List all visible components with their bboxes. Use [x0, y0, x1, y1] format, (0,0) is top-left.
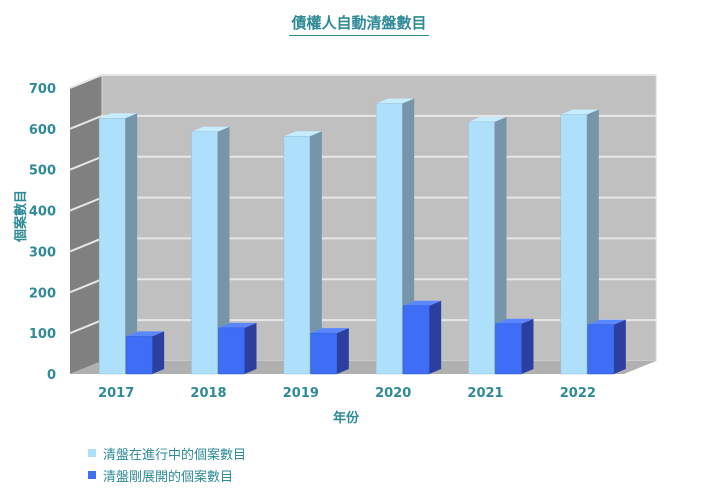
bar-side	[586, 109, 599, 375]
bar-front	[191, 131, 218, 375]
bar-front	[495, 323, 522, 375]
x-tick-label: 2018	[190, 386, 226, 401]
y-tick-label: 300	[29, 245, 56, 260]
y-tick-label: 700	[29, 82, 56, 97]
legend-label-ongoing: 清盤在進行中的個案數目	[103, 447, 247, 463]
y-tick-label: 400	[29, 205, 56, 220]
x-tick-label: 2021	[467, 386, 503, 401]
bar-front	[125, 336, 153, 375]
bar-side	[336, 328, 349, 374]
bar-side	[494, 116, 507, 374]
chart-title: 債權人自動清盤數目	[0, 12, 718, 36]
bar-top	[310, 328, 349, 334]
y-tick-label: 100	[29, 327, 56, 342]
bar-front	[560, 114, 588, 375]
legend-item-ongoing: 清盤在進行中的個案數目	[88, 442, 246, 464]
bar-top	[587, 319, 626, 325]
plot-left-wall	[70, 75, 102, 374]
bar-1	[587, 319, 626, 375]
y-tick-label: 500	[29, 164, 56, 179]
bar-1	[402, 300, 442, 375]
bar-top	[376, 98, 415, 104]
bar-side	[429, 300, 442, 374]
bar-side	[521, 318, 534, 374]
bar-front	[283, 135, 311, 375]
bar-top	[495, 318, 534, 324]
legend-label-new: 清盤剛展開的個案數目	[103, 469, 234, 485]
bar-front	[98, 117, 126, 375]
bar-top	[191, 126, 230, 132]
bar-top	[218, 322, 257, 328]
bar-0	[191, 126, 230, 375]
bar-front	[218, 327, 245, 375]
y-tick-label: 600	[29, 123, 56, 138]
bar-top	[403, 300, 442, 306]
bar-1	[495, 318, 534, 375]
bar-top	[468, 116, 507, 122]
bar-front	[310, 332, 338, 375]
legend-swatch-ongoing	[88, 449, 96, 457]
bar-front	[402, 305, 430, 375]
bar-0	[560, 109, 599, 375]
gridline	[69, 114, 656, 130]
bar-front	[468, 121, 495, 375]
legend: 清盤在進行中的個案數目 清盤剛展開的個案數目	[88, 442, 246, 486]
legend-item-new: 清盤剛展開的個案數目	[88, 464, 246, 486]
bar-1	[125, 331, 165, 375]
bar-side	[152, 331, 165, 374]
bar-side	[125, 113, 138, 374]
x-tick-label: 2017	[98, 386, 134, 401]
x-tick-label: 2022	[560, 386, 596, 401]
bar-1	[310, 328, 349, 375]
bar-top	[99, 113, 138, 119]
bar-top	[126, 331, 165, 337]
bar-front	[587, 324, 615, 375]
y-axis-label: 個案數目	[13, 190, 29, 243]
gridline	[69, 74, 656, 89]
bar-0	[283, 131, 322, 375]
bar-1	[218, 322, 257, 375]
bar-top	[283, 131, 322, 137]
chart-title-text: 債權人自動清盤數目	[289, 14, 429, 36]
bar-0	[98, 113, 138, 375]
bar-side	[613, 319, 626, 374]
bar-0	[468, 116, 507, 375]
legend-swatch-new	[88, 471, 96, 479]
x-tick-label: 2020	[375, 386, 411, 401]
y-tick-label: 200	[29, 286, 56, 301]
bar-front	[375, 103, 403, 375]
bar-side	[217, 126, 230, 375]
bar-side	[309, 131, 322, 374]
x-tick-label: 2019	[283, 386, 319, 401]
x-axis-label: 年份	[333, 410, 360, 426]
bar-side	[244, 322, 257, 374]
bar-top	[560, 109, 599, 115]
y-tick-label: 0	[47, 368, 56, 383]
